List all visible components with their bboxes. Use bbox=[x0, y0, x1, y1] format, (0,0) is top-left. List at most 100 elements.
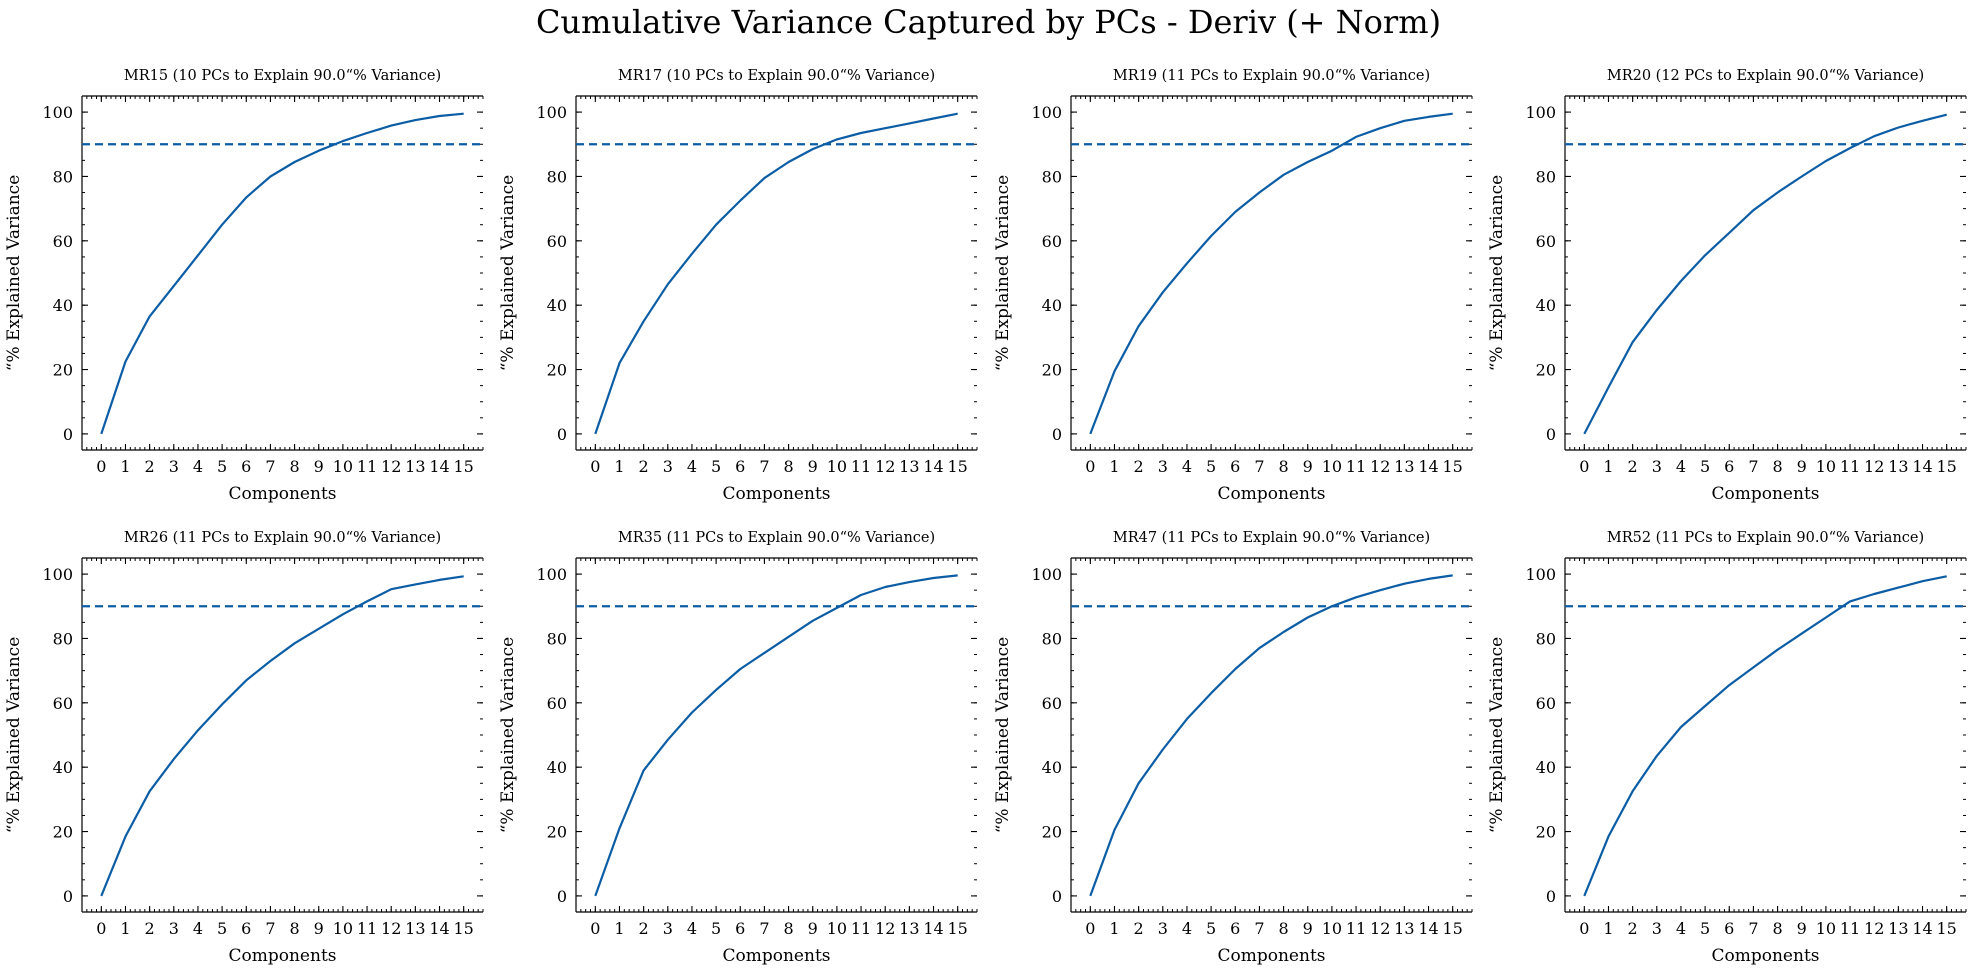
y-tick-label: 100 bbox=[536, 565, 567, 584]
x-tick-label: 9 bbox=[1303, 457, 1313, 476]
x-axis-label: Components bbox=[229, 484, 337, 504]
x-tick-label: 10 bbox=[333, 919, 353, 938]
x-tick-label: 4 bbox=[193, 919, 203, 938]
x-tick-label: 0 bbox=[1085, 457, 1095, 476]
x-tick-label: 4 bbox=[1182, 919, 1192, 938]
series-line bbox=[100, 575, 464, 897]
x-tick-label: 9 bbox=[314, 457, 324, 476]
y-tick-label: 80 bbox=[1042, 167, 1062, 186]
x-tick-label: 14 bbox=[1912, 919, 1932, 938]
x-tick-label: 14 bbox=[1912, 457, 1932, 476]
y-tick-label: 40 bbox=[547, 758, 567, 777]
x-tick-label: 4 bbox=[687, 457, 697, 476]
y-tick-label: 40 bbox=[547, 296, 567, 315]
x-axis-label: Components bbox=[1712, 946, 1820, 966]
y-tick-label: 80 bbox=[53, 167, 73, 186]
y-tick-label: 0 bbox=[63, 425, 73, 444]
x-tick-label: 9 bbox=[1303, 919, 1313, 938]
subplot-title: MR17 (10 PCs to Explain 90.0“% Variance) bbox=[618, 68, 935, 84]
x-tick-label: 8 bbox=[1772, 919, 1782, 938]
y-tick-label: 60 bbox=[1536, 694, 1556, 713]
x-tick-label: 13 bbox=[1888, 457, 1908, 476]
series-line bbox=[594, 112, 958, 435]
y-tick-label: 100 bbox=[1525, 565, 1556, 584]
x-tick-label: 7 bbox=[1748, 457, 1758, 476]
y-tick-label: 20 bbox=[1042, 823, 1062, 842]
x-tick-label: 11 bbox=[1346, 919, 1366, 938]
y-axis-label: “% Explained Variance bbox=[498, 637, 518, 834]
y-tick-label: 0 bbox=[1052, 425, 1062, 444]
x-tick-label: 1 bbox=[1109, 919, 1119, 938]
y-tick-label: 80 bbox=[1042, 629, 1062, 648]
x-tick-label: 15 bbox=[1936, 457, 1956, 476]
y-tick-label: 60 bbox=[1536, 232, 1556, 251]
x-tick-label: 13 bbox=[405, 457, 425, 476]
subplot-title: MR47 (11 PCs to Explain 90.0“% Variance) bbox=[1113, 530, 1430, 546]
y-tick-label: 20 bbox=[547, 823, 567, 842]
subplot-title: MR20 (12 PCs to Explain 90.0“% Variance) bbox=[1607, 68, 1924, 84]
x-tick-label: 8 bbox=[1772, 457, 1782, 476]
y-axis-label: “% Explained Variance bbox=[1487, 637, 1507, 834]
x-tick-label: 10 bbox=[827, 457, 847, 476]
y-tick-label: 80 bbox=[1536, 629, 1556, 648]
y-axis-label: “% Explained Variance bbox=[1487, 175, 1507, 372]
x-tick-label: 9 bbox=[314, 919, 324, 938]
subplot-title: MR15 (10 PCs to Explain 90.0“% Variance) bbox=[124, 68, 441, 84]
x-tick-label: 10 bbox=[827, 919, 847, 938]
y-axis-label: “% Explained Variance bbox=[993, 637, 1013, 834]
x-tick-label: 1 bbox=[614, 919, 624, 938]
x-tick-label: 14 bbox=[923, 919, 943, 938]
x-tick-label: 14 bbox=[429, 457, 449, 476]
x-tick-label: 6 bbox=[241, 919, 251, 938]
x-tick-label: 4 bbox=[687, 919, 697, 938]
x-tick-label: 13 bbox=[899, 919, 919, 938]
y-tick-label: 100 bbox=[42, 565, 73, 584]
x-tick-label: 11 bbox=[1346, 457, 1366, 476]
y-tick-label: 20 bbox=[547, 361, 567, 380]
x-tick-label: 0 bbox=[96, 457, 106, 476]
y-tick-label: 60 bbox=[547, 232, 567, 251]
x-tick-label: 12 bbox=[1864, 919, 1884, 938]
x-tick-label: 10 bbox=[1816, 457, 1836, 476]
y-tick-label: 80 bbox=[53, 629, 73, 648]
x-tick-label: 10 bbox=[1322, 457, 1342, 476]
y-tick-label: 40 bbox=[1042, 758, 1062, 777]
x-tick-label: 15 bbox=[947, 457, 967, 476]
x-tick-label: 12 bbox=[875, 919, 895, 938]
x-tick-label: 12 bbox=[1864, 457, 1884, 476]
x-tick-label: 6 bbox=[241, 457, 251, 476]
y-tick-label: 40 bbox=[1536, 758, 1556, 777]
x-tick-label: 10 bbox=[1322, 919, 1342, 938]
x-tick-label: 13 bbox=[1888, 919, 1908, 938]
x-tick-label: 3 bbox=[1652, 457, 1662, 476]
x-tick-label: 1 bbox=[614, 457, 624, 476]
x-tick-label: 3 bbox=[663, 919, 673, 938]
x-tick-label: 15 bbox=[947, 919, 967, 938]
x-tick-label: 2 bbox=[1134, 919, 1144, 938]
x-tick-label: 12 bbox=[1370, 457, 1390, 476]
x-tick-label: 3 bbox=[169, 919, 179, 938]
x-tick-label: 2 bbox=[1134, 457, 1144, 476]
x-tick-label: 7 bbox=[1748, 919, 1758, 938]
y-tick-label: 60 bbox=[53, 232, 73, 251]
x-tick-label: 2 bbox=[145, 919, 155, 938]
x-tick-label: 12 bbox=[381, 457, 401, 476]
x-tick-label: 5 bbox=[1700, 457, 1710, 476]
y-tick-label: 0 bbox=[1052, 887, 1062, 906]
x-tick-label: 3 bbox=[1158, 919, 1168, 938]
y-axis-label: “% Explained Variance bbox=[993, 175, 1013, 372]
x-tick-label: 12 bbox=[875, 457, 895, 476]
y-tick-label: 60 bbox=[53, 694, 73, 713]
x-tick-label: 7 bbox=[1254, 919, 1264, 938]
y-tick-label: 0 bbox=[557, 887, 567, 906]
x-axis-label: Components bbox=[723, 484, 831, 504]
x-tick-label: 3 bbox=[169, 457, 179, 476]
x-tick-label: 9 bbox=[1797, 919, 1807, 938]
x-tick-label: 1 bbox=[120, 919, 130, 938]
y-tick-label: 80 bbox=[547, 629, 567, 648]
x-tick-label: 11 bbox=[357, 457, 377, 476]
